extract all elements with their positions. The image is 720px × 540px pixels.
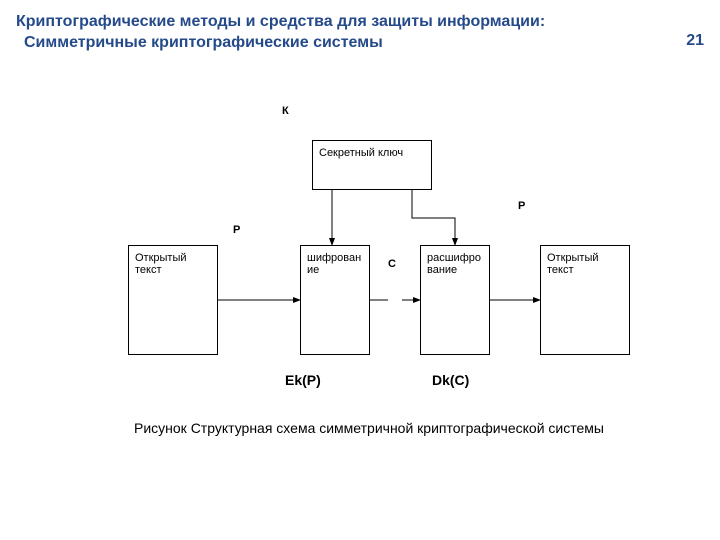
label-K: К	[282, 105, 289, 117]
diagram-caption: Рисунок Структурная схема симметричной к…	[134, 420, 604, 436]
node-plaintext-in: Открытый текст	[128, 245, 218, 355]
slide-stage: Криптографические методы и средства для …	[0, 0, 720, 540]
label-P-left: Р	[233, 224, 240, 236]
fn-ek: Ek(P)	[285, 372, 321, 388]
label-C: С	[388, 258, 396, 270]
node-plaintext-out: Открытый текст	[540, 245, 630, 355]
fn-dk: Dk(C)	[432, 372, 469, 388]
node-decrypt: расшифрование	[420, 245, 490, 355]
node-encrypt: шифрование	[300, 245, 370, 355]
node-secret-key: Секретный ключ	[312, 140, 432, 190]
label-P-right: Р	[518, 200, 525, 212]
